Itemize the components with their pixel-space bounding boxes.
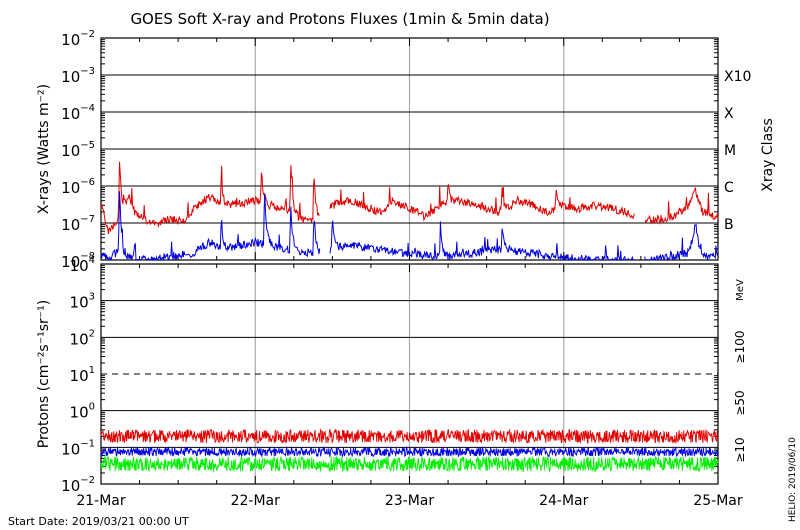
xray-tick-label: 10−4 (61, 103, 95, 123)
chart-title: GOES Soft X-ray and Protons Fluxes (1min… (130, 10, 549, 28)
xray-y-axis-label: X-rays (Watts m⁻²) (36, 84, 52, 214)
xray-series-line-blue (100, 191, 719, 262)
xray-class-axis-title: Xray Class (760, 118, 776, 192)
protons-tick-label: 102 (70, 328, 95, 348)
proton-unit-label: MeV (735, 279, 746, 301)
xray-panel: 10−810−710−610−510−410−310−2X-rays (Watt… (36, 29, 776, 271)
xray-class-label-C: C (724, 180, 734, 196)
protons-frame (100, 263, 719, 485)
xray-class-label-B: B (724, 217, 734, 233)
x-tick-label: 22-Mar (231, 493, 281, 509)
x-tick-label: 24-Mar (539, 493, 589, 509)
x-tick-label: 23-Mar (385, 493, 435, 509)
proton-panel: 10−2 10−1 100 101 102 103 104 Protons (cm⁻²s⁻¹s… (36, 255, 747, 509)
protons-y-axis-label: Protons (cm⁻²s⁻¹sr⁻¹) (36, 300, 52, 449)
xray-tick-label: 10−3 (61, 66, 95, 86)
x-tick-label: 21-Mar (76, 493, 126, 509)
proton-series-line-red (100, 428, 719, 445)
xray-tick-label: 10−2 (61, 29, 95, 49)
protons-tick-label: 104 (70, 255, 95, 275)
proton-legend-blue: ≥50 (733, 390, 747, 415)
xray-class-label-M: M (724, 143, 736, 159)
protons-tick-label: 103 (70, 292, 95, 312)
start-date: Start Date: 2019/03/21 00:00 UT (8, 515, 189, 528)
protons-tick-label: 10−1 (61, 438, 95, 458)
protons-tick-label: 101 (70, 365, 95, 385)
proton-series-line-green (100, 455, 719, 473)
xray-tick-label: 10−6 (61, 177, 95, 197)
xray-series-line-red (100, 161, 719, 234)
xray-class-label-X10: X10 (724, 69, 751, 85)
xray-class-label-X: X (724, 106, 734, 122)
proton-legend-green: ≥100 (733, 331, 747, 364)
proton-legend-red: ≥10 (733, 437, 747, 462)
xray-frame (100, 37, 719, 261)
proton-series-line-blue (100, 445, 719, 458)
x-tick-label: 25-Mar (693, 493, 743, 509)
credit-label: HELIO: 2019/06/10 (788, 437, 798, 522)
protons-tick-label: 10−2 (61, 475, 95, 495)
xray-tick-label: 10−5 (61, 140, 95, 160)
xray-tick-label: 10−7 (61, 214, 95, 234)
protons-tick-label: 100 (70, 402, 95, 422)
